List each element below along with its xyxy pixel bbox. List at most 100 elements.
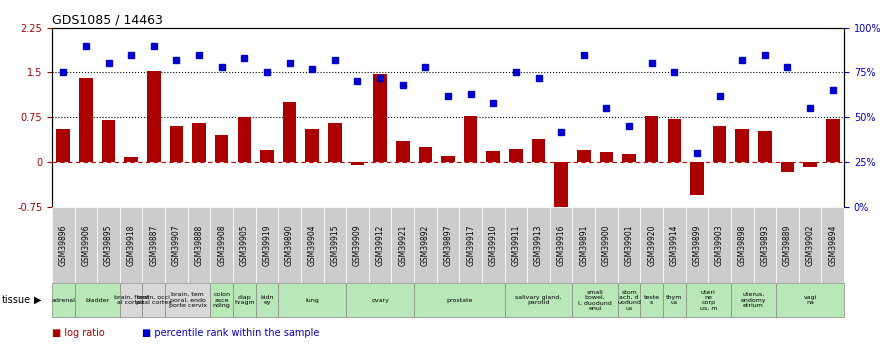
- Text: GSM39892: GSM39892: [421, 224, 430, 266]
- Bar: [487, 151, 500, 162]
- Bar: [74, 283, 120, 317]
- Text: GSM39887: GSM39887: [150, 224, 159, 266]
- Bar: [504, 283, 573, 317]
- Text: GSM39907: GSM39907: [172, 224, 181, 266]
- Bar: [79, 78, 92, 162]
- Text: kidn
ey: kidn ey: [260, 295, 273, 305]
- Bar: [776, 283, 844, 317]
- Text: GSM39910: GSM39910: [488, 224, 498, 266]
- Bar: [685, 283, 731, 317]
- Bar: [237, 117, 251, 162]
- Text: prostate: prostate: [446, 298, 472, 303]
- Text: brain, tem
poral, endo
porte cervix: brain, tem poral, endo porte cervix: [168, 292, 207, 308]
- Text: uterus,
endomy
etrium: uterus, endomy etrium: [741, 292, 766, 308]
- Bar: [441, 156, 455, 162]
- Bar: [369, 207, 392, 283]
- Bar: [754, 207, 776, 283]
- Bar: [527, 207, 550, 283]
- Bar: [211, 283, 233, 317]
- Text: GSM39895: GSM39895: [104, 224, 113, 266]
- Text: GSM39898: GSM39898: [737, 224, 746, 266]
- Bar: [260, 150, 274, 162]
- Bar: [418, 147, 432, 162]
- Bar: [708, 207, 731, 283]
- Text: colon
asce
nding: colon asce nding: [213, 292, 230, 308]
- Bar: [731, 207, 754, 283]
- Bar: [350, 162, 365, 165]
- Bar: [804, 162, 817, 167]
- Text: GSM39893: GSM39893: [761, 224, 770, 266]
- Text: GSM39901: GSM39901: [625, 224, 633, 266]
- Bar: [306, 129, 319, 162]
- Bar: [211, 207, 233, 283]
- Bar: [617, 283, 641, 317]
- Bar: [663, 283, 685, 317]
- Text: tissue: tissue: [2, 295, 31, 305]
- Text: small
bowel,
I, duodund
enui: small bowel, I, duodund enui: [578, 289, 612, 311]
- Text: GSM39899: GSM39899: [693, 224, 702, 266]
- Text: adrenal: adrenal: [51, 298, 75, 303]
- Bar: [617, 207, 641, 283]
- Text: GSM39889: GSM39889: [783, 224, 792, 266]
- Text: GSM39909: GSM39909: [353, 224, 362, 266]
- Bar: [685, 207, 708, 283]
- Text: GSM39921: GSM39921: [398, 224, 408, 266]
- Bar: [255, 283, 279, 317]
- Bar: [736, 129, 749, 162]
- Bar: [464, 116, 478, 162]
- Bar: [301, 207, 323, 283]
- Text: brain, occi
pital cortex: brain, occi pital cortex: [136, 295, 172, 305]
- Bar: [396, 141, 409, 162]
- Bar: [776, 207, 798, 283]
- Bar: [577, 150, 590, 162]
- Bar: [374, 74, 387, 162]
- Bar: [215, 135, 228, 162]
- Bar: [595, 207, 617, 283]
- Bar: [641, 283, 663, 317]
- Bar: [822, 207, 844, 283]
- Bar: [279, 207, 301, 283]
- Text: GSM39917: GSM39917: [466, 224, 475, 266]
- Text: GSM39912: GSM39912: [375, 224, 384, 266]
- Bar: [193, 123, 206, 162]
- Text: ■ log ratio: ■ log ratio: [52, 328, 105, 338]
- Text: GSM39903: GSM39903: [715, 224, 724, 266]
- Text: GSM39896: GSM39896: [59, 224, 68, 266]
- Text: GSM39911: GSM39911: [512, 224, 521, 266]
- Bar: [120, 283, 142, 317]
- Bar: [52, 207, 74, 283]
- Bar: [780, 162, 794, 172]
- Bar: [460, 207, 482, 283]
- Bar: [98, 207, 120, 283]
- Bar: [663, 207, 685, 283]
- Bar: [645, 116, 659, 162]
- Bar: [328, 123, 341, 162]
- Text: vagi
na: vagi na: [804, 295, 817, 305]
- Bar: [233, 283, 255, 317]
- Bar: [758, 131, 771, 162]
- Bar: [165, 207, 188, 283]
- Text: GSM39916: GSM39916: [556, 224, 565, 266]
- Text: GSM39894: GSM39894: [828, 224, 837, 266]
- Bar: [826, 119, 840, 162]
- Text: GSM39920: GSM39920: [647, 224, 656, 266]
- Bar: [798, 207, 822, 283]
- Bar: [436, 207, 460, 283]
- Text: GSM39919: GSM39919: [263, 224, 271, 266]
- Text: GSM39891: GSM39891: [580, 224, 589, 266]
- Bar: [482, 207, 504, 283]
- Text: thym
us: thym us: [666, 295, 683, 305]
- Bar: [531, 139, 546, 162]
- Text: GSM39902: GSM39902: [806, 224, 814, 266]
- Bar: [142, 207, 165, 283]
- Text: GSM39914: GSM39914: [670, 224, 679, 266]
- Text: GSM39888: GSM39888: [194, 224, 203, 266]
- Bar: [690, 162, 703, 195]
- Bar: [52, 283, 74, 317]
- Text: teste
s: teste s: [643, 295, 659, 305]
- Bar: [56, 129, 70, 162]
- Text: GSM39905: GSM39905: [240, 224, 249, 266]
- Text: GSM39900: GSM39900: [602, 224, 611, 266]
- Bar: [147, 71, 160, 162]
- Bar: [120, 207, 142, 283]
